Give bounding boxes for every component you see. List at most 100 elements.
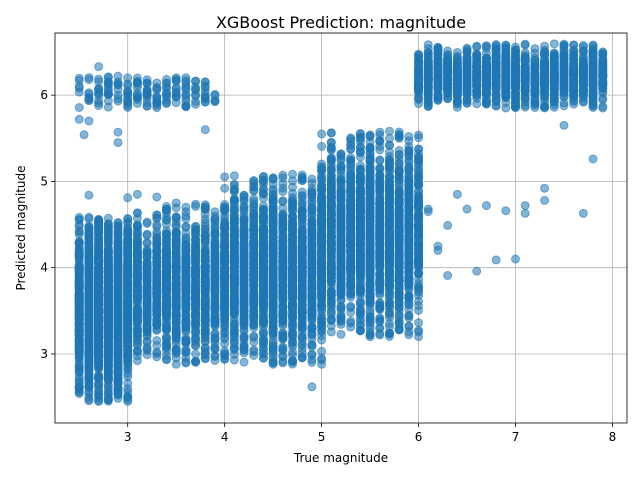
- data-point: [113, 361, 123, 371]
- data-point: [142, 229, 152, 239]
- data-point: [94, 347, 104, 357]
- data-point: [113, 263, 123, 273]
- data-point: [132, 230, 142, 240]
- data-point: [210, 328, 220, 338]
- data-point: [74, 350, 84, 360]
- data-point: [181, 255, 191, 265]
- data-point: [123, 338, 133, 348]
- data-point: [132, 242, 142, 252]
- data-point: [74, 215, 84, 225]
- data-point: [113, 339, 123, 349]
- data-point: [152, 290, 162, 300]
- data-point: [152, 253, 162, 263]
- data-point: [74, 265, 84, 275]
- data-point: [200, 255, 210, 265]
- data-point: [123, 217, 133, 227]
- data-point: [94, 252, 104, 262]
- data-point: [181, 335, 191, 345]
- data-point: [142, 219, 152, 228]
- data-point: [132, 270, 142, 280]
- data-point: [142, 315, 152, 325]
- data-point: [94, 320, 104, 330]
- data-point: [84, 214, 94, 224]
- data-point: [181, 295, 191, 305]
- data-point: [210, 214, 220, 224]
- data-point: [210, 338, 220, 348]
- data-point: [181, 357, 191, 367]
- data-point: [210, 306, 220, 316]
- data-point: [132, 324, 142, 334]
- data-point: [74, 304, 84, 314]
- data-point: [103, 261, 113, 271]
- data-point: [161, 212, 171, 222]
- data-point: [152, 239, 162, 249]
- data-point: [123, 396, 133, 406]
- data-point: [123, 272, 133, 282]
- data-point: [84, 306, 94, 316]
- data-point: [84, 229, 94, 239]
- data-point: [84, 369, 94, 379]
- data-point: [74, 340, 84, 350]
- data-point: [171, 220, 181, 230]
- data-point: [113, 298, 123, 308]
- data-point: [200, 202, 210, 212]
- data-point: [161, 262, 171, 272]
- data-point: [239, 357, 249, 367]
- data-point: [220, 183, 230, 193]
- data-point: [113, 233, 123, 243]
- data-point: [200, 333, 210, 343]
- data-point: [142, 301, 152, 310]
- data-point: [84, 261, 94, 271]
- data-point: [200, 266, 210, 276]
- data-point: [161, 321, 171, 331]
- data-point: [123, 321, 133, 331]
- data-point: [152, 305, 162, 315]
- points-layer: [74, 39, 608, 406]
- data-point: [103, 376, 113, 386]
- data-point: [210, 287, 220, 297]
- data-point: [84, 379, 94, 389]
- data-point: [74, 366, 84, 376]
- data-point: [191, 356, 201, 366]
- data-point: [171, 328, 181, 338]
- data-point: [103, 311, 113, 321]
- data-point: [94, 382, 104, 392]
- data-point: [142, 286, 152, 296]
- data-point: [171, 212, 181, 222]
- data-point: [113, 388, 123, 398]
- data-point: [132, 208, 142, 218]
- data-point: [161, 201, 171, 211]
- data-point: [171, 294, 181, 304]
- data-point: [113, 379, 123, 389]
- data-point: [132, 347, 142, 357]
- data-point: [152, 340, 162, 350]
- data-point: [161, 271, 171, 281]
- data-point: [132, 316, 142, 326]
- data-point: [94, 307, 104, 317]
- data-point: [113, 350, 123, 360]
- data-point: [123, 227, 133, 237]
- data-point: [191, 334, 201, 344]
- data-point: [171, 245, 181, 255]
- data-point: [161, 308, 171, 318]
- data-point: [103, 366, 113, 376]
- data-point: [113, 312, 123, 322]
- data-point: [152, 318, 162, 328]
- data-point: [142, 239, 152, 249]
- data-point: [103, 337, 113, 347]
- data-point: [171, 311, 181, 321]
- data-point: [152, 352, 162, 362]
- data-point: [200, 276, 210, 286]
- data-point: [181, 207, 191, 217]
- data-point: [74, 325, 84, 335]
- data-point: [74, 315, 84, 325]
- data-point: [191, 300, 201, 310]
- data-point: [74, 292, 84, 302]
- data-point: [161, 283, 171, 293]
- data-point: [113, 253, 123, 263]
- data-point: [171, 253, 181, 263]
- data-point: [142, 264, 152, 274]
- data-point: [94, 214, 104, 224]
- data-point: [123, 261, 133, 271]
- data-point: [191, 321, 201, 331]
